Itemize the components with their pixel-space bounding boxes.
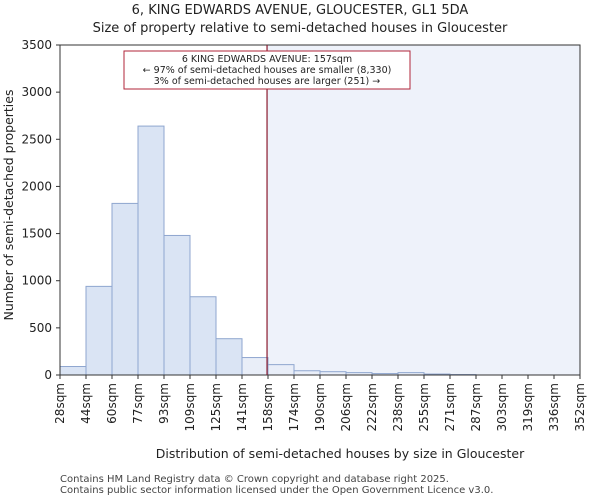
- bar: [85, 285, 113, 376]
- x-tick-label: 287sqm: [469, 383, 483, 431]
- x-tick-label: 206sqm: [339, 383, 353, 431]
- y-axis-label: Number of semi-detached properties: [1, 90, 16, 321]
- x-tick-label: 352sqm: [573, 383, 587, 431]
- x-tick-label: 190sqm: [313, 383, 327, 431]
- bar: [163, 234, 191, 376]
- x-tick-label: 28sqm: [53, 383, 67, 424]
- x-tick-label: 77sqm: [131, 383, 145, 424]
- bar: [267, 364, 295, 376]
- x-tick-label: 174sqm: [287, 383, 301, 431]
- x-tick-label: 336sqm: [547, 383, 561, 431]
- chart-subtitle: Size of property relative to semi-detach…: [92, 21, 508, 36]
- x-tick-label: 158sqm: [261, 383, 275, 431]
- x-tick-label: 271sqm: [443, 383, 457, 431]
- bar: [59, 366, 87, 376]
- footer-copyright: Contains HM Land Registry data © Crown c…: [60, 474, 449, 485]
- annotation-line: 3% of semi-detached houses are larger (2…: [154, 76, 381, 87]
- x-tick-label: 93sqm: [157, 383, 171, 424]
- bar: [189, 296, 217, 376]
- bar: [215, 338, 243, 376]
- x-tick-label: 303sqm: [495, 383, 509, 431]
- x-tick-label: 238sqm: [391, 383, 405, 431]
- annotation-line: 6 KING EDWARDS AVENUE: 157sqm: [182, 54, 352, 65]
- x-tick-label: 44sqm: [79, 383, 93, 424]
- page-title: 6, KING EDWARDS AVENUE, GLOUCESTER, GL1 …: [131, 3, 469, 18]
- x-axis-label: Distribution of semi-detached houses by …: [156, 446, 525, 461]
- x-tick-label: 60sqm: [105, 383, 119, 424]
- y-tick-label: 2000: [21, 179, 52, 193]
- y-tick-label: 1500: [21, 227, 52, 241]
- annotation-line: ← 97% of semi-detached houses are smalle…: [143, 65, 392, 76]
- y-tick-label: 1000: [21, 274, 52, 288]
- bar: [111, 202, 139, 376]
- x-tick-label: 125sqm: [209, 383, 223, 431]
- bar: [137, 125, 165, 376]
- shaded-region: [267, 45, 580, 375]
- x-tick-label: 222sqm: [365, 383, 379, 431]
- y-tick-label: 500: [29, 321, 52, 335]
- histogram-chart: 0 500 1000 1500 2000 2500 3000 3500 28sqm 44sqm 60…: [1, 38, 587, 461]
- x-tick-label: 319sqm: [521, 383, 535, 431]
- y-tick-label: 3500: [21, 38, 52, 52]
- x-tick-label: 255sqm: [417, 383, 431, 431]
- x-tick-label: 109sqm: [183, 383, 197, 431]
- bar: [241, 357, 269, 376]
- y-tick-label: 3000: [21, 85, 52, 99]
- x-tick-label: 141sqm: [235, 383, 249, 431]
- y-tick-label: 2500: [21, 132, 52, 146]
- y-tick-label: 0: [44, 368, 52, 382]
- bar: [293, 370, 321, 376]
- footer-licence: Contains public sector information licen…: [60, 485, 494, 496]
- annotation-box: [123, 50, 411, 90]
